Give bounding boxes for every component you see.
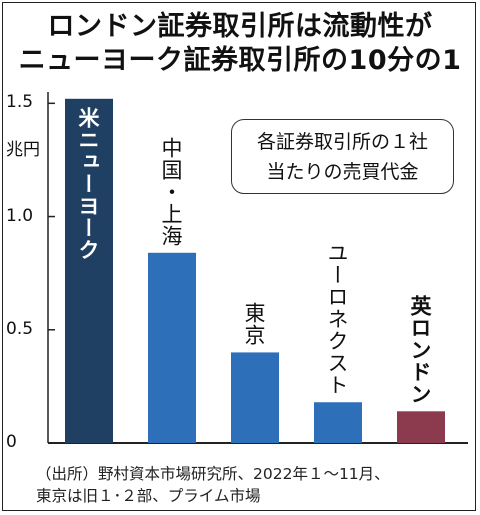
bar-0 [65,98,113,443]
bar-1 [148,252,196,443]
bar-label-nyse: 米ニューヨーク [76,106,101,261]
legend-note-line-2: 当たりの売買代金 [266,161,419,183]
bar-label-london: 英ロンドン [408,295,433,406]
legend-note-line-1: 各証券取引所の１社 [256,131,428,153]
bar-label-tokyo: 東京 [242,302,267,347]
bar-label-euronext: ユーロネクスト [325,242,350,397]
chart-title-line-2: ニューヨーク証券取引所の10分の1 [18,45,462,76]
bar-label-shanghai: 中国・上海 [159,136,184,247]
y-tick-label-2: 1.0 [6,205,34,226]
y-tick-label-0: 0 [6,432,17,452]
y-axis-unit-label: 兆円 [6,140,40,160]
y-tick-label-1: 0.5 [6,318,34,339]
source-note-line-1: （出所）野村資本市場研究所、2022年１～11月、 [36,465,390,483]
bar-4 [397,411,445,443]
legend-note-box: 各証券取引所の１社 当たりの売買代金 [231,119,454,194]
source-note-line-2: 東京は旧１･２部、プライム市場 [36,487,261,505]
bar-series [65,98,445,443]
bar-2 [231,352,279,443]
bar-3 [314,402,362,443]
y-tick-label-3: 1.5 [6,92,34,113]
chart-title-line-1: ロンドン証券取引所は流動性が [47,11,433,42]
